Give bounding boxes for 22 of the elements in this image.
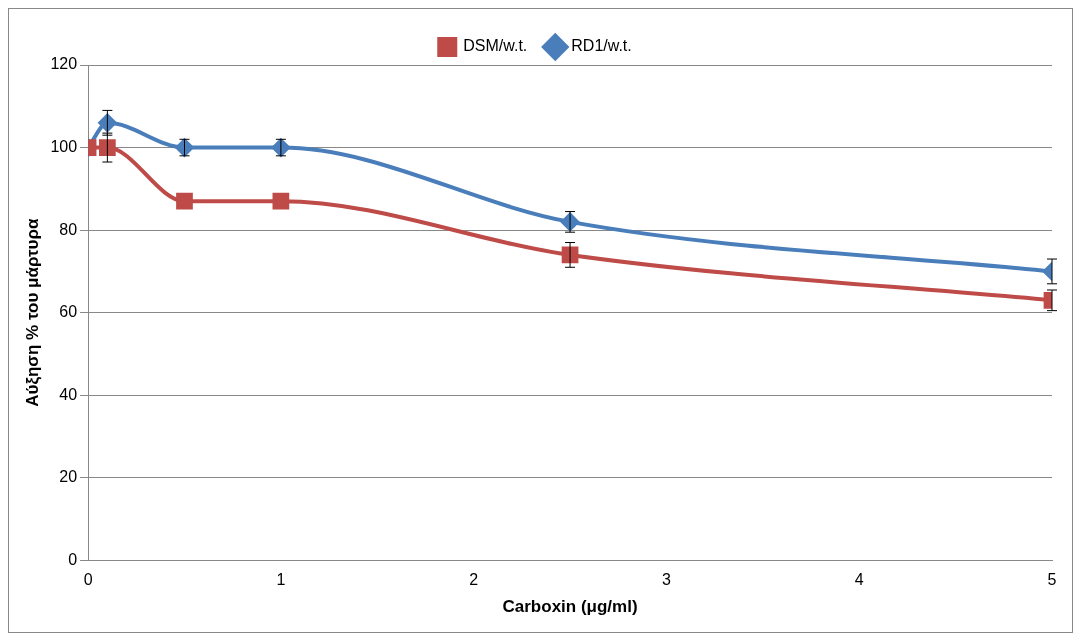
x-tick-label: 0	[83, 571, 93, 589]
legend-label: RD1/w.t.	[571, 37, 632, 55]
point	[175, 138, 194, 157]
point	[176, 192, 193, 210]
y-tick-label: 120	[50, 55, 78, 73]
y-tick-label: 100	[50, 137, 78, 155]
y-axis-title: Αύξηση % του μάρτυρα	[22, 218, 42, 407]
y-tick-label: 0	[68, 550, 78, 568]
y-tick-label: 40	[59, 385, 78, 403]
x-tick-label: 2	[469, 571, 479, 589]
x-tick-label: 3	[661, 571, 671, 589]
x-tick-label: 1	[276, 571, 286, 589]
x-axis-title: Carboxin (μg/ml)	[502, 597, 638, 617]
point	[271, 138, 290, 157]
x-tick-label: 4	[854, 571, 864, 589]
y-tick-label: 60	[59, 303, 78, 321]
y-tick-label: 80	[59, 220, 78, 238]
point	[272, 192, 290, 210]
legend-label: DSM/w.t.	[463, 37, 528, 55]
point	[99, 139, 116, 156]
x-tick-label: 5	[1047, 571, 1057, 589]
y-tick-label: 20	[59, 468, 78, 486]
